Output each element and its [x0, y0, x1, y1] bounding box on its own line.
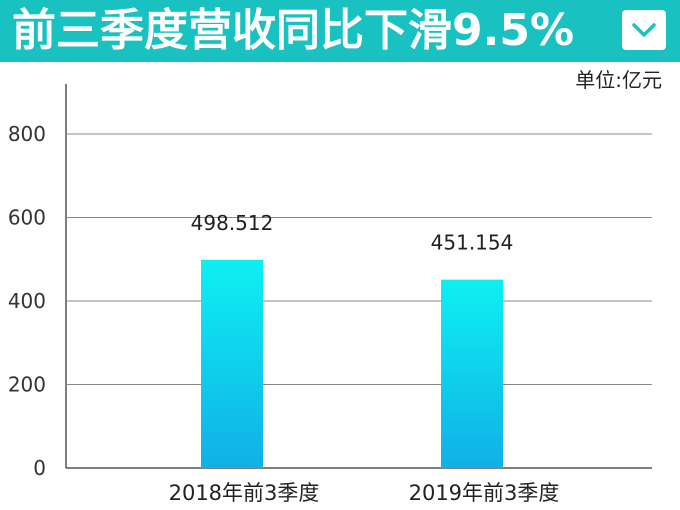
y-tick-label: 400 [8, 289, 46, 313]
bar [441, 279, 503, 468]
x-category-label: 2019年前3季度 [409, 481, 560, 505]
y-tick-label: 0 [33, 456, 46, 480]
y-tick-label: 800 [8, 122, 46, 146]
data-label: 451.154 [431, 231, 514, 255]
expand-button[interactable] [622, 10, 666, 50]
y-tick-label: 200 [8, 373, 46, 397]
title-banner: 前三季度营收同比下滑9.5% [0, 0, 680, 62]
x-category-label: 2018年前3季度 [169, 481, 320, 505]
page-title: 前三季度营收同比下滑9.5% [12, 5, 575, 56]
y-tick-label: 600 [8, 206, 46, 230]
data-label: 498.512 [191, 211, 274, 235]
bar [201, 259, 263, 468]
unit-label: 单位:亿元 [575, 68, 662, 92]
chevron-down-icon [632, 23, 656, 37]
